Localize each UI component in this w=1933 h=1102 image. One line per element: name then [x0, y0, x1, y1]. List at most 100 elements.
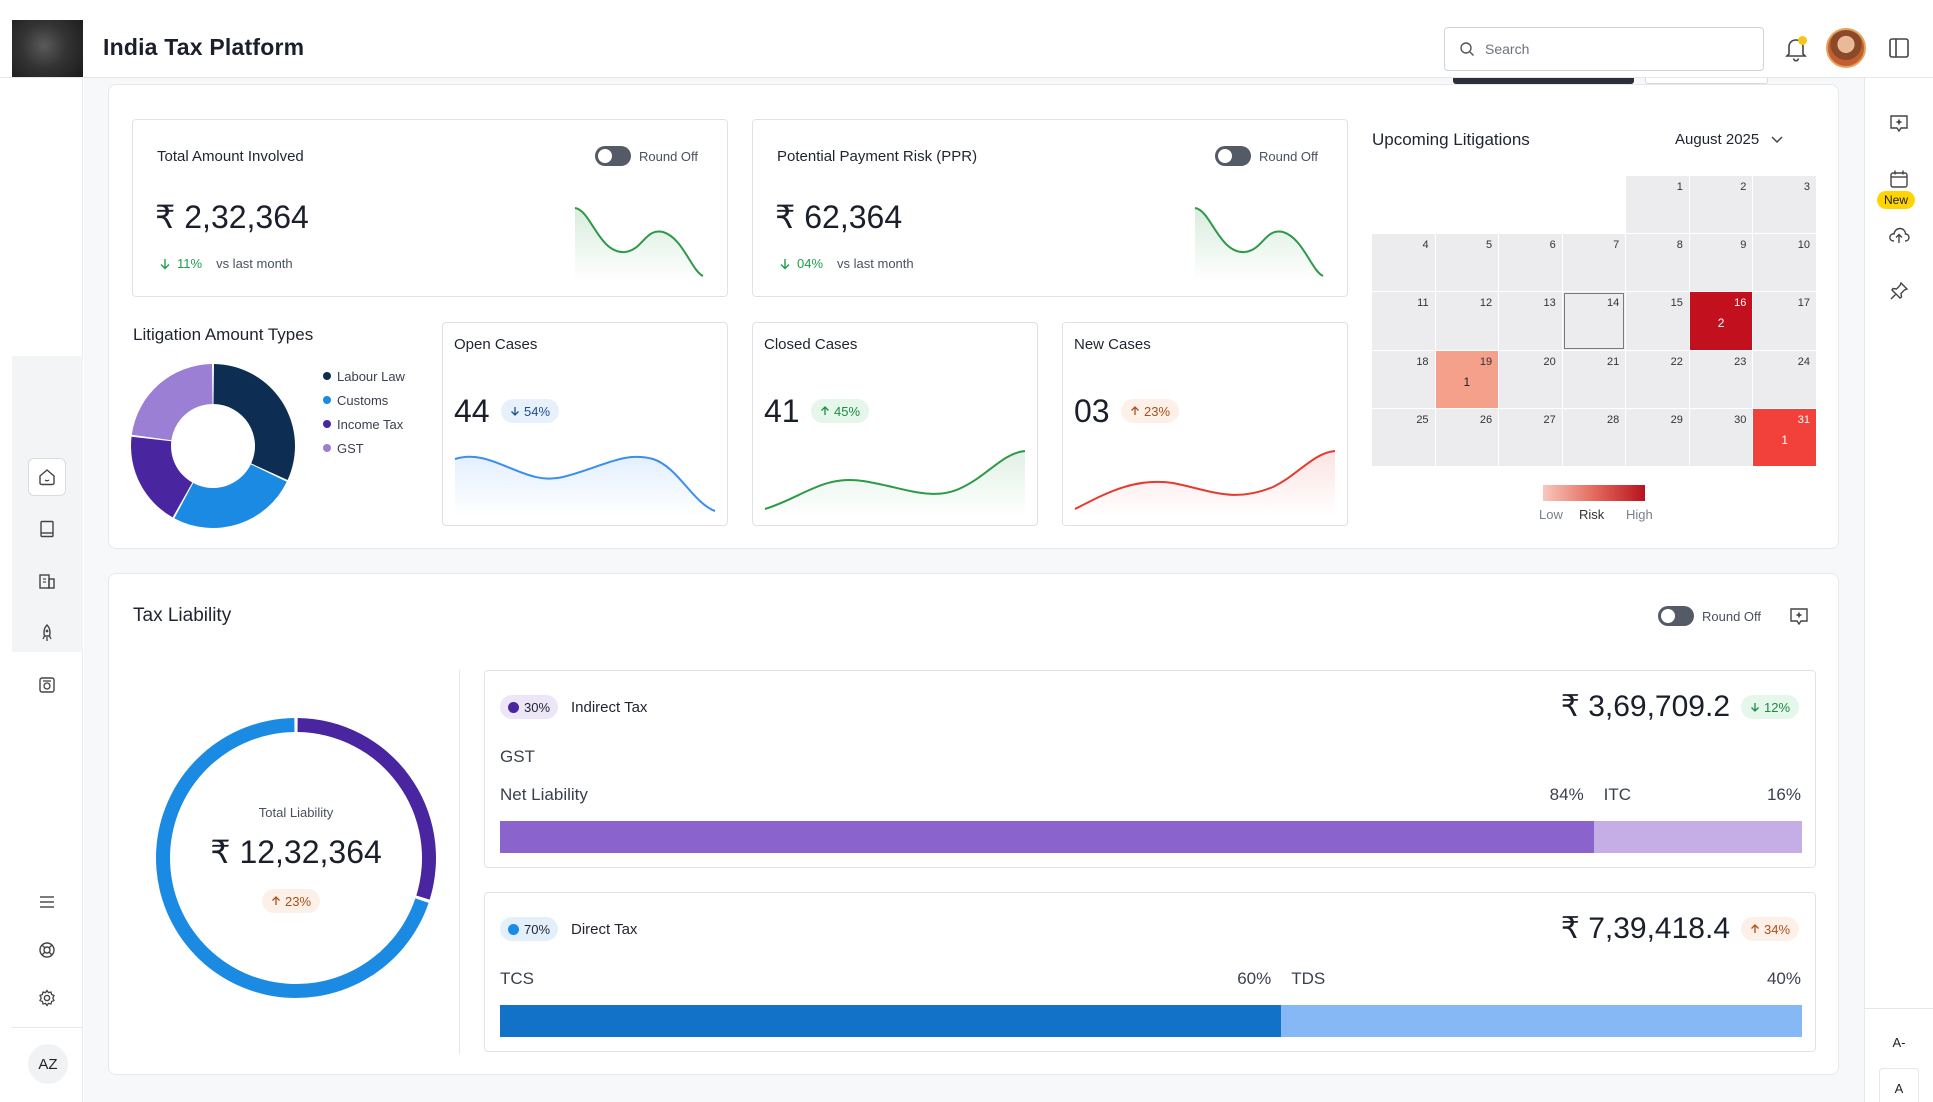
donut-slice-gst[interactable]	[131, 364, 213, 441]
home-nav-button[interactable]	[28, 458, 66, 496]
calendar-day-cell[interactable]: 31 1	[1753, 408, 1816, 466]
case-change-badge: 45%	[811, 399, 870, 423]
pin-button[interactable]	[1886, 278, 1912, 304]
calendar-day-cell[interactable]: 21	[1562, 350, 1626, 408]
legend-label: Customs	[337, 392, 389, 408]
net-liability-label: Net Liability	[500, 785, 588, 804]
user-initials-avatar[interactable]: AZ	[28, 1044, 68, 1084]
calendar-day-cell[interactable]: 6	[1499, 234, 1562, 292]
risk-low-label: Low	[1539, 507, 1563, 522]
calendar-day-cell[interactable]: 11	[1372, 292, 1435, 350]
calendar-day-cell[interactable]: 24	[1753, 350, 1816, 408]
nav-group	[12, 356, 83, 693]
calendar-day-cell[interactable]: 7	[1562, 234, 1626, 292]
card-title: Potential Payment Risk (PPR)	[777, 148, 978, 165]
calendar-button[interactable]	[1886, 166, 1912, 192]
day-number: 31	[1797, 413, 1810, 426]
calendar-day-cell[interactable]: 19 1	[1435, 350, 1499, 408]
calendar-day-cell[interactable]: 4	[1372, 234, 1435, 292]
upload-button[interactable]	[1886, 222, 1912, 248]
calendar-day-cell[interactable]: 10	[1753, 234, 1816, 292]
calendar-day-cell[interactable]: 23	[1689, 350, 1753, 408]
calendar-day-cell[interactable]: 8	[1626, 234, 1689, 292]
calendar-day-cell[interactable]: 15	[1626, 292, 1689, 350]
calendar-day-cell[interactable]: 1	[1626, 176, 1689, 234]
month-selector[interactable]: August 2025	[1675, 131, 1783, 148]
day-number: 8	[1676, 239, 1683, 252]
round-off-label: Round Off	[639, 149, 699, 164]
help-button[interactable]	[28, 931, 66, 969]
liability-slice-indirect-tax[interactable]	[297, 718, 436, 900]
rocket-icon	[42, 624, 52, 641]
app-logo[interactable]	[12, 20, 83, 77]
change-value: 45%	[834, 403, 861, 419]
closed-cases-card[interactable]: Closed Cases 41 45%	[752, 322, 1038, 526]
new-cases-card[interactable]: New Cases 03 23%	[1062, 322, 1348, 526]
calendar-day-cell[interactable]: 29	[1626, 408, 1689, 466]
app-title: India Tax Platform	[103, 34, 305, 60]
case-change-badge: 23%	[1121, 399, 1180, 423]
donut-slice-customs[interactable]	[174, 464, 287, 528]
rail-divider	[12, 1027, 83, 1028]
legend-item: Labour Law	[323, 364, 405, 388]
font-normal-button[interactable]: A	[1879, 1068, 1919, 1102]
calendar-day-cell[interactable]: 13	[1499, 292, 1562, 350]
calendar-day-cell[interactable]: 17	[1753, 292, 1816, 350]
round-off-toggle[interactable]	[595, 146, 631, 166]
month-label: August 2025	[1675, 131, 1760, 148]
device-nav-button[interactable]	[28, 666, 66, 704]
itc-bar	[1593, 821, 1802, 853]
side-panel-icon[interactable]	[1888, 37, 1910, 59]
bell-icon[interactable]	[1783, 35, 1809, 63]
donut-slice-labour-law[interactable]	[213, 364, 295, 481]
calendar-day-cell[interactable]: 20	[1499, 350, 1562, 408]
calendar-day-cell[interactable]: 16 2	[1689, 292, 1753, 350]
menu-button[interactable]	[28, 883, 66, 921]
share-value: 30%	[524, 699, 551, 715]
search-input[interactable]: Search	[1444, 27, 1764, 71]
tax-liability-donut	[156, 718, 436, 998]
day-number: 15	[1670, 297, 1683, 310]
round-off-toggle[interactable]	[1658, 606, 1694, 626]
day-number: 11	[1417, 297, 1429, 310]
net-liability-percent: 84%	[1549, 785, 1584, 804]
user-avatar[interactable]	[1826, 28, 1866, 68]
building-nav-button[interactable]	[28, 562, 66, 600]
calendar-day-cell[interactable]: 14	[1562, 292, 1626, 350]
donut-slice-income-tax[interactable]	[131, 436, 193, 518]
round-off-toggle[interactable]	[1215, 146, 1251, 166]
calendar-day-cell[interactable]: 2	[1689, 176, 1753, 234]
day-number: 14	[1607, 297, 1620, 310]
case-sparkline	[1074, 450, 1336, 517]
trend-note: vs last month	[216, 256, 293, 271]
risk-gradient-bar	[1543, 485, 1645, 501]
calendar-day-cell[interactable]: 5	[1435, 234, 1499, 292]
book-nav-button[interactable]	[28, 510, 66, 548]
calendar-day-cell[interactable]: 18	[1372, 350, 1435, 408]
indirect-dot	[508, 701, 519, 713]
tab-inactive[interactable]	[1645, 78, 1768, 84]
day-number: 29	[1670, 413, 1683, 426]
total-liability-value: ₹ 12,32,364	[210, 834, 382, 870]
calendar-day-cell[interactable]: 27	[1499, 408, 1562, 466]
calendar-day-cell[interactable]: 12	[1435, 292, 1499, 350]
calendar-day-cell[interactable]: 9	[1689, 234, 1753, 292]
calendar-day-cell[interactable]: 3	[1753, 176, 1816, 234]
direct-tax-name: Direct Tax	[571, 921, 638, 938]
rocket-nav-button[interactable]	[28, 614, 66, 652]
calendar-day-cell[interactable]: 22	[1626, 350, 1689, 408]
tab-active[interactable]	[1453, 78, 1634, 84]
calendar-day-cell[interactable]: 30	[1689, 408, 1753, 466]
open-cases-card[interactable]: Open Cases 44 54%	[442, 322, 728, 526]
ai-sparkle-button[interactable]	[1886, 110, 1912, 136]
risk-high-label: High	[1626, 507, 1653, 522]
calendar-day-cell[interactable]: 25	[1372, 408, 1435, 466]
legend-item: Customs	[323, 388, 405, 412]
font-decrease-button[interactable]: A-	[1892, 1034, 1906, 1050]
settings-button[interactable]	[28, 979, 66, 1017]
home-icon	[39, 469, 55, 486]
day-number: 2	[1740, 181, 1747, 193]
calendar-day-cell[interactable]: 26	[1435, 408, 1499, 466]
calendar-day-cell[interactable]: 28	[1562, 408, 1626, 466]
sparkle-icon[interactable]	[1788, 605, 1810, 627]
